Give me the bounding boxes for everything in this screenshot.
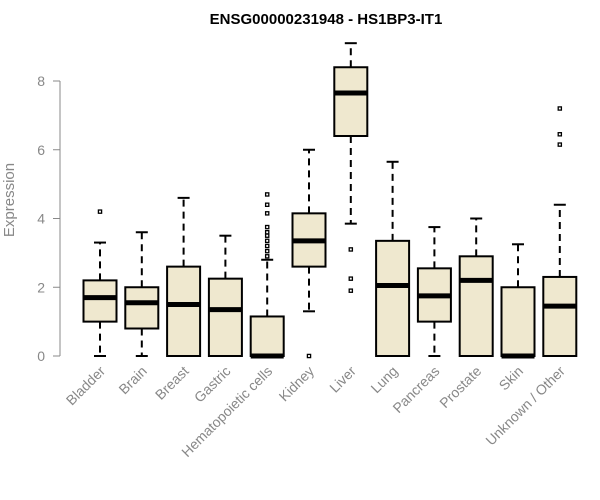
outlier-point: [97, 209, 103, 214]
outlier-point: [348, 247, 354, 252]
box-group: [166, 196, 202, 357]
iqr-box: [458, 255, 494, 357]
iqr-box: [333, 66, 369, 137]
x-category-label: Bladder: [63, 363, 109, 409]
iqr-box: [249, 315, 285, 357]
box-group: [458, 217, 494, 357]
outlier-point: [264, 254, 270, 259]
y-tick-label: 4: [37, 211, 45, 227]
outlier-point: [264, 229, 270, 235]
y-axis: 0 2 4 6 8: [37, 73, 61, 364]
y-tick-label: 2: [37, 279, 45, 295]
x-category-label: Prostate: [436, 363, 484, 411]
x-category-label: Breast: [152, 363, 192, 403]
iqr-box: [166, 265, 202, 357]
box-group: [500, 243, 536, 359]
y-axis-label: Expression: [1, 163, 18, 237]
outlier-point: [264, 243, 270, 249]
outlier-point: [557, 132, 563, 137]
outlier-point: [264, 238, 270, 244]
outlier-point: [264, 224, 270, 230]
box-group: [124, 231, 160, 357]
outlier-point: [557, 106, 563, 111]
box-group: [207, 234, 243, 357]
iqr-box: [375, 239, 411, 357]
iqr-box: [500, 286, 536, 357]
iqr-box: [124, 286, 160, 330]
x-category-label: Brain: [115, 363, 149, 397]
y-tick-label: 6: [37, 142, 45, 158]
x-category-label: Liver: [326, 363, 359, 396]
iqr-box: [542, 275, 578, 357]
outlier-point: [348, 288, 354, 293]
box-group: [249, 192, 285, 359]
box-group: [542, 106, 578, 357]
box-group: [416, 226, 452, 357]
box-group: [375, 160, 411, 357]
outlier-point: [264, 233, 270, 238]
outlier-point: [306, 353, 312, 359]
chart-title: ENSG00000231948 - HS1BP3-IT1: [210, 11, 443, 28]
outlier-point: [264, 192, 270, 197]
box-group: [82, 209, 118, 357]
x-category-label: Unknown / Other: [482, 363, 568, 449]
iqr-box: [82, 279, 118, 323]
x-category-label: Lung: [367, 363, 400, 396]
x-category-label: Kidney: [276, 363, 318, 405]
box-group: [333, 42, 369, 293]
outlier-point: [264, 248, 270, 254]
box-group: [291, 148, 327, 359]
boxes-layer: [82, 42, 578, 359]
outlier-point: [348, 276, 354, 281]
y-tick-label: 0: [37, 348, 45, 364]
outlier-point: [264, 202, 270, 207]
y-tick-label: 8: [37, 73, 45, 89]
x-category-label: Skin: [496, 363, 527, 394]
outlier-point: [557, 142, 563, 147]
iqr-box: [207, 277, 243, 357]
outlier-point: [264, 211, 270, 216]
